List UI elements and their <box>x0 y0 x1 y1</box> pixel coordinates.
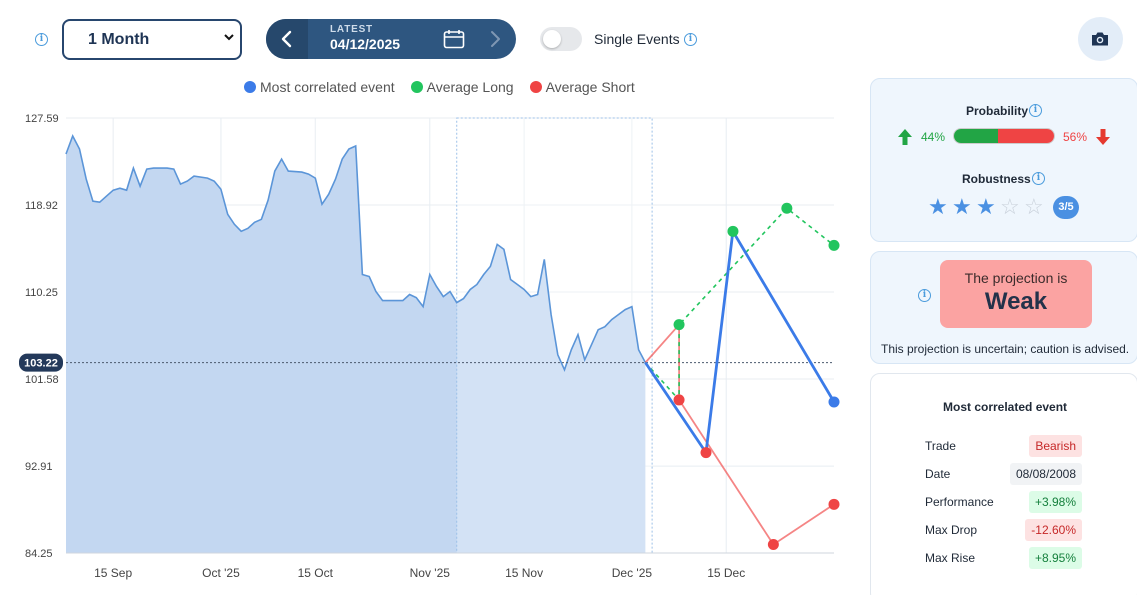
event-row-value: 08/08/2008 <box>1009 463 1082 485</box>
y-tick-label: 101.58 <box>25 374 59 386</box>
probability-bar-down <box>998 129 1054 143</box>
chevron-left-icon <box>281 30 292 48</box>
y-tick-label: 127.59 <box>25 113 59 125</box>
probability-panel: Probability i 44% 56% Robustness i ★ ★ ★ ☆ ☆… <box>870 78 1137 242</box>
date-navigator: LATEST 04/12/2025 <box>266 19 516 59</box>
legend-item-most-correlated[interactable]: Most correlated event <box>244 79 395 95</box>
y-tick-label: 118.92 <box>25 200 58 212</box>
arrow-down-icon <box>1096 129 1110 145</box>
projection-marker <box>727 225 739 237</box>
projection-line <box>644 229 836 454</box>
legend-dot <box>410 81 423 93</box>
current-value-badge <box>19 353 63 372</box>
x-tick-label: 15 Nov <box>505 566 543 580</box>
projection-marker <box>828 396 840 408</box>
price-line <box>65 134 647 372</box>
x-tick-label: 15 Dec <box>707 566 745 580</box>
calendar-icon[interactable] <box>443 29 465 49</box>
chart-legend: Most correlated event Average Long Avera… <box>244 79 635 95</box>
projection-line <box>644 207 835 401</box>
event-row-value: +8.95% <box>1028 547 1082 569</box>
star-icon: ☆ <box>1024 194 1044 219</box>
info-icon[interactable]: i <box>684 33 697 46</box>
event-row-label: Performance <box>925 495 994 509</box>
screenshot-button[interactable] <box>1078 17 1123 61</box>
event-row-label: Trade <box>925 439 956 453</box>
single-events-toggle[interactable] <box>540 27 582 51</box>
projection-strength-box: The projection is Weak <box>940 260 1092 328</box>
date-value[interactable]: 04/12/2025 <box>330 36 401 52</box>
projection-line <box>644 323 835 546</box>
correlated-event-panel: Most correlated event Trade Bearish Date 08… <box>870 373 1137 595</box>
legend-dot <box>529 81 542 93</box>
projection-marker <box>781 202 793 214</box>
probability-bar <box>953 128 1055 144</box>
projection-marker <box>673 319 685 331</box>
current-value-label: 103.22 <box>24 358 58 370</box>
range-select[interactable]: 1 Month <box>62 19 242 60</box>
x-tick-label: Dec '25 <box>612 566 653 580</box>
star-icon: ★ <box>928 194 948 219</box>
chevron-right-icon <box>491 31 500 47</box>
legend-item-average-long[interactable]: Average Long <box>410 79 514 95</box>
projection-note: This projection is uncertain; caution is… <box>881 342 1130 356</box>
y-tick-label: 84.25 <box>25 548 53 560</box>
price-projection-chart[interactable]: 127.59 118.92 110.25 101.58 92.91 84.25 15 Sep… <box>0 100 860 595</box>
chevron-down-icon <box>224 34 234 41</box>
event-row-label: Max Rise <box>925 551 976 565</box>
event-panel-title: Most correlated event <box>943 400 1068 414</box>
x-tick-label: 15 Oct <box>298 566 334 580</box>
next-date-button[interactable] <box>474 19 516 59</box>
date-caption: LATEST <box>330 24 373 35</box>
price-area <box>66 136 646 553</box>
probability-down-value: 56% <box>1063 130 1088 144</box>
projection-panel: i The projection is Weak This projection… <box>870 251 1137 364</box>
range-select-value: 1 Month <box>88 30 150 48</box>
robustness-title: Robustness <box>962 172 1031 186</box>
projection-marker <box>767 538 779 550</box>
probability-title: Probability <box>966 104 1029 118</box>
legend-label: Most correlated event <box>260 79 395 95</box>
previous-date-button[interactable] <box>266 19 308 59</box>
projection-strength: Weak <box>984 288 1048 315</box>
probability-bar-up <box>954 129 998 143</box>
probability-up-value: 44% <box>921 130 946 144</box>
x-tick-label: Nov '25 <box>410 566 451 580</box>
info-icon[interactable]: i <box>918 289 931 302</box>
x-tick-label: 15 Sep <box>94 566 132 580</box>
projection-marker <box>700 447 712 459</box>
toggle-knob <box>543 30 561 48</box>
info-icon[interactable]: i <box>1029 104 1042 117</box>
robustness-score-badge: 3/5 <box>1053 196 1079 219</box>
legend-label: Average Short <box>545 79 635 95</box>
event-row-value: -12.60% <box>1025 519 1082 541</box>
single-events-label: Single Events <box>594 31 680 47</box>
star-icon: ★ <box>952 194 972 219</box>
event-row-label: Date <box>925 467 951 481</box>
projection-caption: The projection is <box>964 270 1068 286</box>
projection-marker <box>828 498 840 510</box>
legend-label: Average Long <box>426 79 514 95</box>
event-row-value: +3.98% <box>1028 491 1082 513</box>
arrow-up-icon <box>898 129 912 145</box>
star-icon: ★ <box>976 194 996 219</box>
x-tick-label: Oct '25 <box>202 566 240 580</box>
camera-icon <box>1092 32 1108 46</box>
legend-dot <box>244 81 256 93</box>
event-row-value: Bearish <box>1029 435 1082 457</box>
y-tick-label: 92.91 <box>25 461 53 473</box>
event-row-label: Max Drop <box>925 523 978 537</box>
star-icon: ☆ <box>1000 194 1020 219</box>
projection-marker <box>673 394 685 406</box>
info-icon[interactable]: i <box>35 33 48 46</box>
legend-item-average-short[interactable]: Average Short <box>529 79 635 95</box>
info-icon[interactable]: i <box>1032 172 1045 185</box>
y-tick-label: 110.25 <box>25 287 58 299</box>
projection-marker <box>828 239 840 251</box>
